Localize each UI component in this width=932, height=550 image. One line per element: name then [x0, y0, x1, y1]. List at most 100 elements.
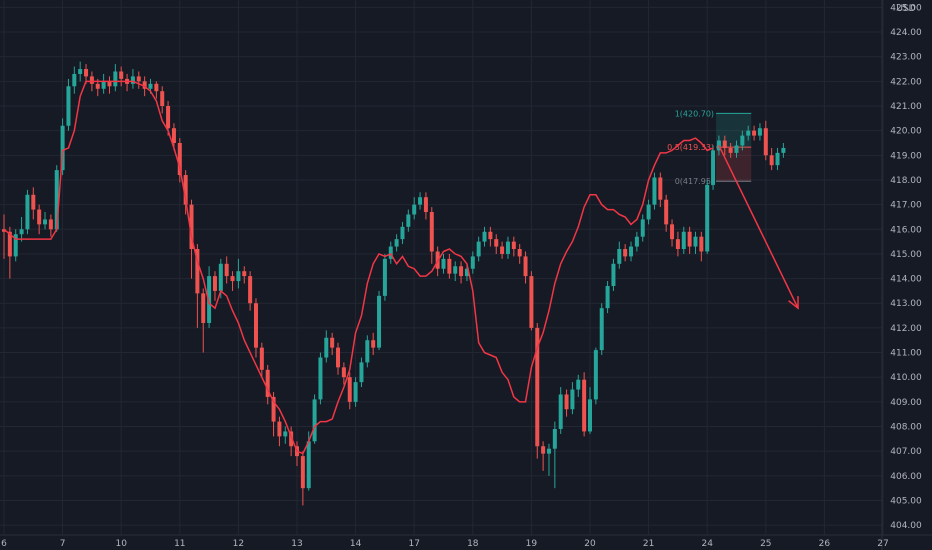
time-axis[interactable]: 6 7 10 11 12 13 14 17 18 19 20 21 24 25 26 27	[0, 534, 932, 549]
candle-body	[148, 83, 153, 89]
candle-body	[265, 369, 270, 397]
candle-body	[230, 276, 235, 282]
candle-body	[429, 212, 434, 252]
candle-body	[195, 249, 200, 294]
candle-body	[670, 224, 675, 240]
candle-body	[101, 81, 106, 89]
y-tick-label: 404.00	[890, 521, 922, 531]
candles	[2, 61, 786, 506]
candle-body	[722, 140, 727, 148]
candle-body	[453, 266, 458, 274]
candle-body	[84, 69, 89, 77]
candle-body	[558, 394, 563, 429]
candle-body	[7, 231, 12, 257]
candle-body	[224, 263, 229, 277]
candle-body	[248, 276, 253, 304]
candle-body	[523, 256, 528, 277]
candle-body	[259, 347, 264, 370]
candle-body	[529, 276, 534, 328]
fib-level-label: 0.5(419.33)	[667, 143, 714, 152]
candle-body	[253, 303, 258, 348]
y-tick-label: 424.00	[890, 28, 922, 38]
candle-body	[66, 86, 71, 126]
candle-body	[207, 276, 212, 323]
x-tick-label: 26	[819, 539, 831, 549]
candle-body	[400, 226, 405, 240]
candle-body	[382, 258, 387, 296]
candle-body	[318, 357, 323, 400]
candle-body	[564, 394, 569, 410]
candle-body	[763, 128, 768, 156]
candle-body	[517, 249, 522, 257]
candle-body	[599, 308, 604, 351]
y-tick-label: 405.00	[890, 496, 922, 506]
candle-body	[359, 362, 364, 383]
x-tick-label: 12	[233, 539, 244, 549]
fib-level-label: 0(417.95)	[675, 177, 714, 186]
y-tick-label: 410.00	[890, 373, 922, 383]
arrow-shaft	[718, 145, 799, 309]
candle-body	[728, 147, 733, 153]
candle-body	[687, 231, 692, 247]
overlay-line	[3, 80, 714, 455]
candle-body	[365, 340, 370, 363]
candle-body	[341, 367, 346, 378]
candle-body	[166, 106, 171, 129]
candle-body	[552, 428, 557, 449]
candle-body	[640, 219, 645, 237]
candle-body	[711, 150, 716, 185]
projection-arrow[interactable]	[718, 145, 799, 310]
y-tick-label: 418.00	[890, 176, 922, 186]
candle-body	[119, 71, 124, 79]
x-tick-label: 24	[701, 539, 713, 549]
candle-body	[330, 337, 335, 348]
candle-body	[371, 340, 376, 348]
x-tick-label: 27	[877, 539, 888, 549]
candle-body	[89, 76, 94, 84]
price-axis[interactable]: 404.00 405.00 406.00 407.00 408.00 409.00 410.…	[881, 0, 922, 550]
candle-body	[757, 128, 762, 136]
candle-body	[470, 256, 475, 269]
candle-body	[482, 231, 487, 242]
grid	[0, 0, 884, 535]
x-tick-label: 13	[291, 539, 302, 549]
candle-body	[136, 76, 141, 82]
candle-body	[476, 241, 481, 257]
candle-body	[781, 147, 786, 153]
y-tick-label: 414.00	[890, 275, 922, 285]
fib-level-label: 1(420.70)	[675, 109, 714, 118]
y-tick-label: 415.00	[890, 250, 922, 260]
candle-body	[412, 204, 417, 215]
candle-body	[160, 91, 165, 107]
candle-body	[189, 204, 194, 250]
candle-body	[289, 431, 294, 447]
candle-body	[171, 128, 176, 143]
candle-body	[336, 347, 341, 368]
candle-body	[54, 170, 59, 230]
candle-body	[306, 441, 311, 489]
candle-body	[154, 83, 159, 92]
y-tick-label: 417.00	[890, 201, 922, 211]
candle-body	[570, 389, 575, 410]
candle-body	[107, 81, 112, 87]
candle-body	[212, 276, 217, 291]
candle-body	[377, 295, 382, 348]
candle-body	[347, 377, 352, 402]
y-tick-label: 420.00	[890, 127, 922, 137]
y-tick-label: 408.00	[890, 423, 922, 433]
x-tick-label: 14	[350, 539, 362, 549]
x-tick-label: 10	[115, 539, 127, 549]
candle-body	[312, 399, 317, 442]
candle-body	[95, 83, 100, 89]
candle-body	[593, 350, 598, 400]
candle-body	[488, 231, 493, 240]
candle-body	[423, 197, 428, 213]
y-tick-label: 419.00	[890, 151, 922, 161]
candle-body	[623, 249, 628, 257]
candle-body	[605, 285, 610, 309]
candle-body	[629, 246, 634, 257]
candle-body	[25, 194, 30, 230]
y-tick-label: 421.00	[890, 102, 922, 112]
candle-body	[394, 239, 399, 247]
